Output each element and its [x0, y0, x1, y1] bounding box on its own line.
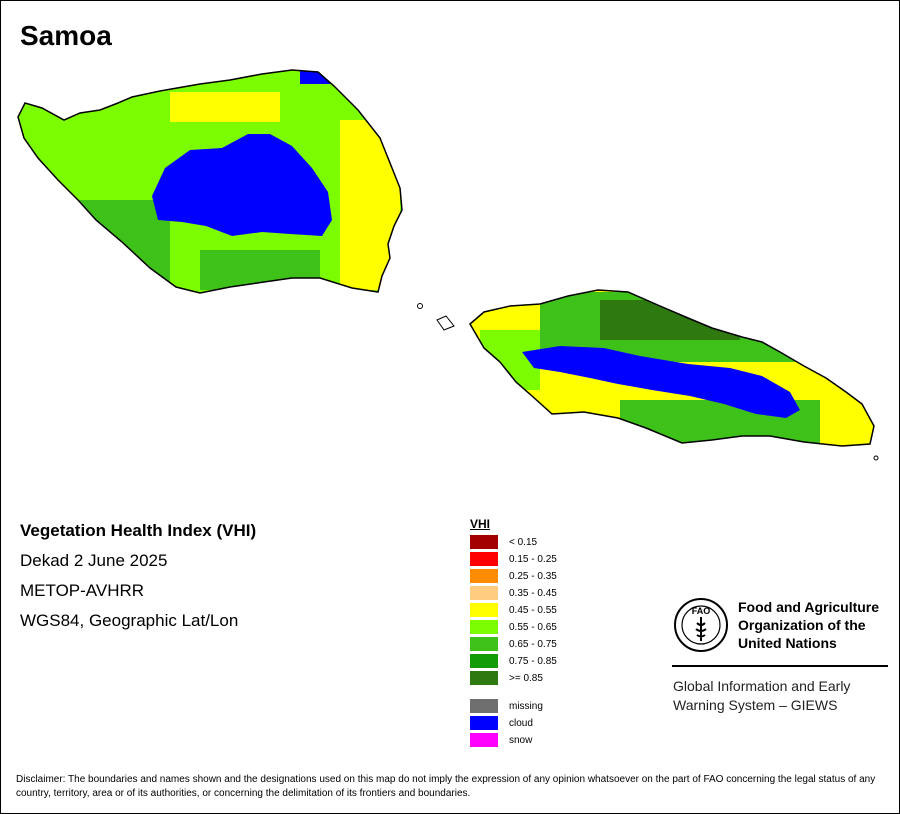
small-islets [417, 303, 879, 461]
upolu-cloud-cover [522, 346, 800, 418]
legend-label: 0.55 - 0.65 [509, 621, 557, 633]
legend-item: 0.45 - 0.55 [470, 603, 557, 617]
manono-islet [436, 315, 455, 331]
legend-item-missing: missing [470, 699, 543, 713]
legend-swatch [470, 603, 498, 617]
legend-swatch [470, 671, 498, 685]
legend-item: 0.75 - 0.85 [470, 654, 557, 668]
fao-logo-icon: FAO [674, 598, 728, 652]
sensor-label: METOP-AVHRR [20, 581, 145, 600]
legend-label: 0.45 - 0.55 [509, 604, 557, 616]
legend-swatch [470, 654, 498, 668]
savaii-moderate-strip [340, 120, 400, 290]
legend-label: 0.65 - 0.75 [509, 638, 557, 650]
legend-item: 0.65 - 0.75 [470, 637, 557, 651]
legend-label: >= 0.85 [509, 672, 543, 684]
savaii-high-vegetation [200, 250, 320, 290]
savaii-mid-vegetation [20, 200, 170, 293]
legend-item-snow: snow [470, 733, 532, 747]
eastern-islet [873, 455, 879, 461]
legend-title: VHI [470, 517, 491, 531]
legend-label: 0.35 - 0.45 [509, 587, 557, 599]
divider [672, 665, 888, 667]
legend-swatch [470, 569, 498, 583]
legend-item-cloud: cloud [470, 716, 533, 730]
legend-label: 0.25 - 0.35 [509, 570, 557, 582]
legend-item: >= 0.85 [470, 671, 543, 685]
savaii-cloud-cover [152, 134, 332, 236]
legend-label: cloud [509, 717, 533, 729]
disclaimer-text: Disclaimer: The boundaries and names sho… [16, 774, 876, 799]
period-label: Dekad 2 June 2025 [20, 551, 168, 570]
upolu-island [469, 289, 875, 447]
legend-swatch [470, 620, 498, 634]
legend-label: < 0.15 [509, 536, 538, 548]
legend-label: 0.75 - 0.85 [509, 655, 557, 667]
upolu-dense-vegetation [600, 300, 740, 340]
savaii-moderate-north [170, 92, 280, 122]
fao-logo-text: FAO [692, 606, 711, 616]
legend-label: 0.15 - 0.25 [509, 553, 557, 565]
map-title: Samoa [20, 20, 112, 51]
legend-item: 0.55 - 0.65 [470, 620, 557, 634]
giews-label: Global Information and Early Warning Sys… [673, 678, 851, 713]
savaii-coastline [17, 69, 403, 294]
legend-swatch [470, 733, 498, 747]
upolu-coastline [469, 289, 875, 447]
legend-item: 0.25 - 0.35 [470, 569, 557, 583]
legend-label: missing [509, 700, 543, 712]
savaii-island [17, 69, 403, 294]
vhi-map [17, 69, 879, 461]
legend-swatch [470, 535, 498, 549]
legend-swatch [470, 637, 498, 651]
index-name: Vegetation Health Index (VHI) [20, 521, 257, 540]
legend-swatch [470, 699, 498, 713]
legend-swatch [470, 716, 498, 730]
legend-item: 0.35 - 0.45 [470, 586, 557, 600]
legend-item: 0.15 - 0.25 [470, 552, 557, 566]
legend-swatch [470, 552, 498, 566]
legend-item: < 0.15 [470, 535, 537, 549]
apolima-islet [417, 303, 423, 309]
organization-name: Food and Agriculture Organization of the… [738, 599, 880, 651]
projection-label: WGS84, Geographic Lat/Lon [20, 611, 239, 630]
legend-label: snow [509, 734, 533, 746]
legend-swatch [470, 586, 498, 600]
